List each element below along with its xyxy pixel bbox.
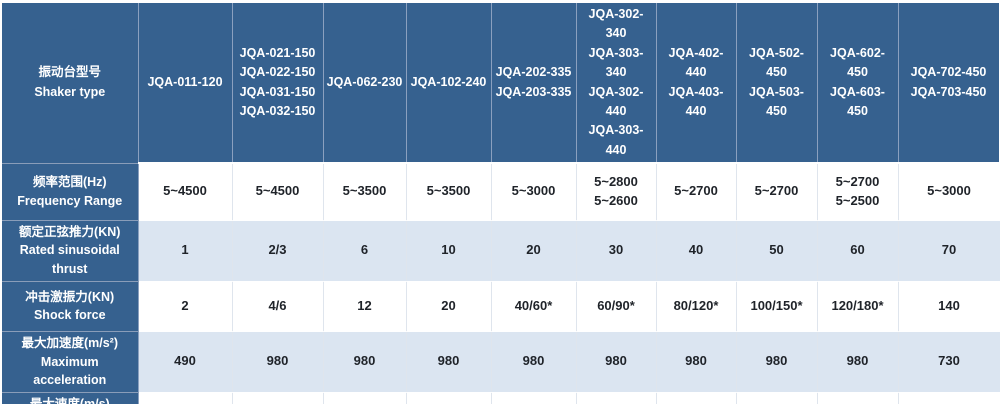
header-cell-models-2: JQA-021-150 JQA-022-150 JQA-031-150 JQA-…: [232, 3, 324, 164]
header-label-cell: 振动台型号 Shaker type: [2, 3, 139, 164]
data-cell: 5~2700: [656, 163, 737, 221]
data-cell: 2: [817, 392, 899, 404]
data-cell: 5~2700 5~2500: [817, 163, 899, 221]
row-label-rated-sinusoidal-thrust: 额定正弦推力(KN) Rated sinusoidal thrust: [2, 220, 139, 282]
data-cell: 50: [736, 220, 818, 282]
data-cell: 980: [232, 331, 324, 394]
row-label-en: Maximum acceleration: [33, 354, 107, 388]
data-cell: 2: [576, 392, 657, 404]
data-cell: 80/120*: [656, 281, 737, 332]
data-cell: 2: [491, 392, 577, 404]
row-label-zh: 冲击激振力(KN): [25, 289, 115, 304]
data-cell: 4/6: [232, 281, 324, 332]
data-cell: 12: [323, 281, 407, 332]
data-cell: 20: [491, 220, 577, 282]
data-cell: 2: [323, 392, 407, 404]
row-label-zh: 频率范围(Hz): [32, 174, 107, 189]
shaker-spec-table: 振动台型号 Shaker type JQA-011-120 JQA-021-150…: [2, 3, 1000, 404]
header-cell-models-10: JQA-702-450 JQA-703-450: [898, 3, 1000, 164]
data-cell: 60: [817, 220, 899, 282]
header-row: 振动台型号 Shaker type JQA-011-120 JQA-021-150…: [2, 3, 1000, 164]
data-cell: 2: [736, 392, 818, 404]
data-cell: 60/90*: [576, 281, 657, 332]
data-cell: 120/180*: [817, 281, 899, 332]
spec-row-maximum-speed: 最大速度(m/s)Maximum speed 2 2 2 2 2 2 2 2 2…: [2, 392, 1000, 404]
header-cell-models-8: JQA-502-450 JQA-503-450: [736, 3, 818, 164]
row-label-frequency-range: 频率范围(Hz) Frequency Range: [2, 163, 139, 221]
data-cell: 5~4500: [138, 163, 233, 221]
data-cell: 5~3500: [406, 163, 492, 221]
data-cell: 6: [323, 220, 407, 282]
header-label-en: Shaker type: [34, 84, 106, 99]
data-cell: 980: [576, 331, 657, 394]
data-cell: 2: [138, 281, 233, 332]
row-label-zh: 最大速度(m/s): [29, 397, 110, 404]
spec-row-frequency-range: 频率范围(Hz) Frequency Range 5~4500 5~4500 5~…: [2, 163, 1000, 221]
data-cell: 980: [406, 331, 492, 394]
data-cell: 40: [656, 220, 737, 282]
header-cell-models-3: JQA-062-230: [323, 3, 407, 164]
header-cell-models-4: JQA-102-240: [406, 3, 492, 164]
header-cell-models-1: JQA-011-120: [138, 3, 233, 164]
data-cell: 2: [138, 392, 233, 404]
header-cell-models-9: JQA-602-450 JQA-603-450: [817, 3, 899, 164]
row-label-zh: 最大加速度(m/s²): [21, 335, 119, 350]
data-cell: 20: [406, 281, 492, 332]
spec-row-rated-sinusoidal-thrust: 额定正弦推力(KN) Rated sinusoidal thrust 1 2/3 …: [2, 220, 1000, 282]
data-cell: 70: [898, 220, 1000, 282]
spec-row-maximum-acceleration: 最大加速度(m/s²) Maximum acceleration 490 980 …: [2, 331, 1000, 394]
header-cell-models-6: JQA-302-340 JQA-303-340 JQA-302-440 JQA-…: [576, 3, 657, 164]
header-cell-models-7: JQA-402-440 JQA-403-440: [656, 3, 737, 164]
data-cell: 980: [656, 331, 737, 394]
row-label-zh: 额定正弦推力(KN): [19, 224, 121, 239]
data-cell: 2/3: [232, 220, 324, 282]
row-label-shock-force: 冲击激振力(KN) Shock force: [2, 281, 139, 332]
data-cell: 2: [656, 392, 737, 404]
row-label-maximum-speed: 最大速度(m/s)Maximum speed: [2, 392, 139, 404]
header-cell-models-5: JQA-202-335 JQA-203-335: [491, 3, 577, 164]
data-cell: 10: [406, 220, 492, 282]
data-cell: 40/60*: [491, 281, 577, 332]
data-cell: 730: [898, 331, 1000, 394]
data-cell: 5~3000: [898, 163, 1000, 221]
row-label-en: Rated sinusoidal thrust: [19, 243, 120, 276]
data-cell: 980: [817, 331, 899, 394]
data-cell: 2: [232, 392, 324, 404]
data-cell: 100/150*: [736, 281, 818, 332]
data-cell: 140: [898, 281, 1000, 332]
row-label-en: Shock force: [33, 308, 106, 323]
row-label-maximum-acceleration: 最大加速度(m/s²) Maximum acceleration: [2, 331, 139, 394]
data-cell: 2: [898, 392, 1000, 404]
data-cell: 490: [138, 331, 233, 394]
data-cell: 5~3500: [323, 163, 407, 221]
data-cell: 1: [138, 220, 233, 282]
data-cell: 5~2700: [736, 163, 818, 221]
data-cell: 5~3000: [491, 163, 577, 221]
data-cell: 980: [323, 331, 407, 394]
data-cell: 5~4500: [232, 163, 324, 221]
header-label-zh: 振动台型号: [38, 65, 101, 80]
data-cell: 980: [736, 331, 818, 394]
data-cell: 5~2800 5~2600: [576, 163, 657, 221]
spec-row-shock-force: 冲击激振力(KN) Shock force 2 4/6 12 20 40/60* …: [2, 281, 1000, 332]
data-cell: 30: [576, 220, 657, 282]
data-cell: 980: [491, 331, 577, 394]
data-cell: 2: [406, 392, 492, 404]
row-label-en: Frequency Range: [17, 193, 123, 208]
